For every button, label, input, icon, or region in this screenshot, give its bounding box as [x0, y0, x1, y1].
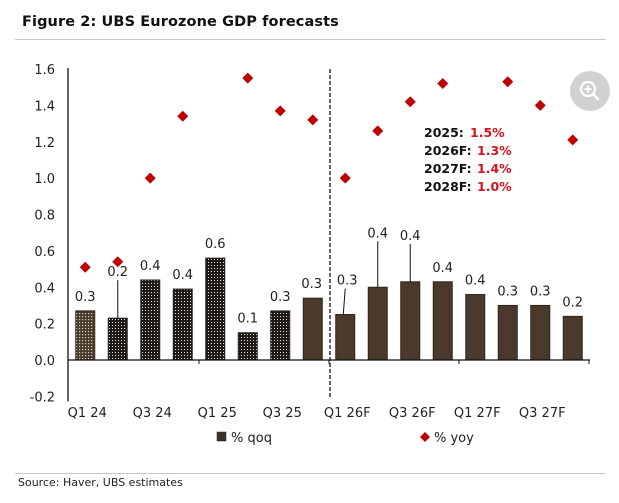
legend-label-qoq: % qoq	[231, 431, 272, 446]
figure-title: Figure 2: UBS Eurozone GDP forecasts	[22, 14, 339, 30]
forecast-annotation: 2025: 1.5% 2026F: 1.3% 2027F: 1.4% 2028F…	[424, 125, 512, 194]
annotation-value-2027: 1.4%	[477, 161, 512, 176]
x-tick-label: Q3 27F	[519, 406, 566, 421]
yoy-marker	[242, 72, 254, 84]
qoq-bar	[302, 297, 323, 361]
y-tick-label: 0.0	[34, 354, 55, 369]
qoq-data-label: 0.2	[107, 265, 128, 280]
x-tick-labels: Q1 24 Q3 24 Q1 25 Q3 25 Q1 26F Q3 26F Q1 27F Q3…	[68, 406, 566, 421]
annotation-value-2026: 1.3%	[477, 143, 512, 158]
qoq-data-label: 0.4	[367, 226, 388, 241]
qoq-data-labels: 0.3 0.2 0.4 0.4 0.6 0.1 0.3 0.3 0.3 0.4 0.4 0.4 0.4 0…	[75, 226, 583, 326]
source-divider	[15, 473, 605, 474]
qoq-bar	[367, 286, 388, 361]
yoy-marker	[177, 110, 189, 122]
qoq-bar	[237, 332, 258, 361]
yoy-marker	[307, 114, 319, 126]
y-tick-label: 1.0	[34, 172, 55, 187]
qoq-data-label: 0.3	[270, 290, 291, 305]
qoq-data-label: 0.3	[530, 284, 551, 299]
qoq-data-label: 0.2	[562, 295, 583, 310]
qoq-bar	[140, 279, 161, 361]
yoy-marker	[437, 78, 449, 90]
qoq-bar	[432, 281, 453, 361]
qoq-bar	[465, 294, 486, 361]
yoy-marker	[502, 76, 514, 88]
y-axis: 1.6 1.4 1.2 1.0 0.8 0.6 0.4 0.2 0.0 -0.2	[30, 63, 69, 405]
qoq-data-label: 0.3	[75, 290, 96, 305]
x-axis	[68, 359, 590, 364]
zoom-in-magnifier-icon	[579, 80, 600, 101]
qoq-bar	[562, 315, 583, 361]
yoy-marker	[144, 172, 156, 184]
x-tick-label: Q3 26F	[389, 406, 436, 421]
y-tick-label: -0.2	[30, 390, 55, 405]
qoq-bar	[107, 317, 128, 361]
qoq-bar	[400, 281, 421, 361]
yoy-marker	[274, 105, 286, 117]
gdp-chart: 1.61.41.21.00.80.60.40.20.0-0.2 0.30.2 0.…	[30, 63, 590, 446]
annotation-key-2026: 2026F:	[424, 143, 472, 158]
qoq-data-label: 0.3	[301, 277, 322, 292]
source-note: Source: Haver, UBS estimates	[18, 476, 183, 489]
annotation-key-2025: 2025:	[424, 125, 464, 140]
y-tick-label: 1.2	[34, 136, 55, 151]
yoy-marker	[534, 99, 546, 111]
x-tick-label: Q1 27F	[454, 406, 501, 421]
qoq-bars	[75, 257, 583, 361]
zoom-in-button[interactable]	[570, 71, 610, 111]
qoq-data-label: 0.4	[140, 259, 161, 274]
qoq-data-label: 0.4	[432, 261, 453, 276]
yoy-marker	[372, 125, 384, 137]
qoq-bar	[75, 310, 96, 361]
legend-swatch-qoq	[216, 431, 227, 442]
qoq-data-label: 0.3	[337, 274, 358, 289]
data-label-leader-line	[342, 288, 346, 315]
x-tick-label: Q3 24	[133, 406, 172, 421]
y-tick-label: 1.6	[34, 63, 55, 78]
annotation-value-2028: 1.0%	[477, 179, 512, 194]
annotation-key-2027: 2027F:	[424, 161, 472, 176]
legend-marker-yoy	[420, 432, 430, 442]
qoq-bar	[530, 304, 551, 361]
x-tick-label: Q1 26F	[324, 406, 371, 421]
title-divider	[15, 39, 605, 40]
y-tick-label: 0.4	[34, 281, 55, 296]
y-tick-label: 1.4	[34, 99, 55, 114]
qoq-data-label: 0.6	[205, 237, 226, 252]
x-tick-label: Q1 24	[68, 406, 107, 421]
qoq-bar	[205, 257, 226, 361]
yoy-marker	[567, 134, 579, 146]
legend-label-yoy: % yoy	[434, 431, 474, 446]
qoq-bar	[335, 314, 356, 361]
yoy-marker	[339, 172, 351, 184]
qoq-data-label: 0.1	[237, 312, 258, 327]
x-tick-label: Q1 25	[198, 406, 237, 421]
y-tick-label: 0.2	[34, 318, 55, 333]
qoq-bar	[497, 304, 518, 361]
yoy-markers	[79, 72, 579, 273]
qoq-bar	[172, 288, 193, 361]
legend: % qoq % yoy	[216, 431, 474, 446]
qoq-data-label: 0.4	[400, 229, 421, 244]
annotation-value-2025: 1.5%	[470, 125, 505, 140]
y-tick-label: 0.6	[34, 245, 55, 260]
qoq-data-label: 0.4	[465, 274, 486, 289]
y-tick-label: 0.8	[34, 209, 55, 224]
yoy-marker	[79, 261, 91, 273]
yoy-marker	[112, 256, 124, 268]
qoq-data-label: 0.4	[172, 268, 193, 283]
yoy-marker	[404, 96, 416, 108]
qoq-bar	[270, 310, 291, 361]
qoq-data-label: 0.3	[497, 284, 518, 299]
x-tick-label: Q3 25	[263, 406, 302, 421]
annotation-key-2028: 2028F:	[424, 179, 472, 194]
